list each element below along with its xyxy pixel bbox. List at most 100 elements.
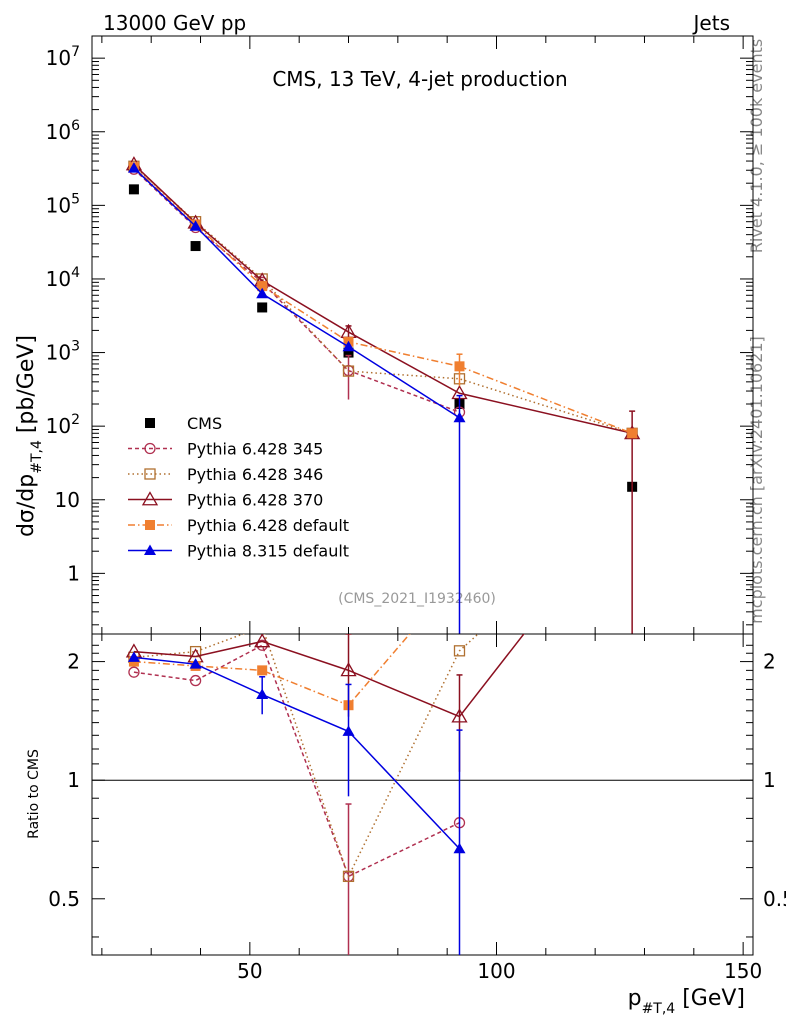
main-point-cms	[257, 302, 268, 313]
ratio-point-pythia-8-315-default	[453, 842, 466, 854]
main-point-pythia-8-315-default	[127, 162, 140, 173]
ratio-line-pythia-6-428-default	[133, 634, 411, 707]
main-point-pythia-6-428-default	[257, 281, 268, 292]
legend-marker-pythia-6-428-default	[145, 520, 155, 530]
y-tick-exp: 3	[71, 339, 80, 355]
legend-label-pythia-6-428-346: Pythia 6.428 346	[187, 465, 323, 484]
legend-marker-pythia-6-428-346	[144, 468, 156, 480]
y-tick-label: 107	[46, 44, 80, 70]
ratio-point-pythia-6-428-345	[128, 666, 140, 678]
y-tick-label: 104	[46, 265, 80, 291]
ratio-line-pythia-6-428-370	[133, 634, 525, 718]
legend-marker-pythia-6-428-370	[141, 491, 159, 506]
ratio-point-pythia-6-428-345	[256, 639, 268, 651]
ratio-point-pythia-6-428-default	[257, 665, 268, 676]
ratio-frame	[91, 633, 754, 956]
main-point-cms	[343, 347, 354, 358]
legend-label-cms: CMS	[187, 414, 222, 433]
ratio-point-pythia-8-315-default	[127, 651, 140, 662]
legend: CMS Pythia 6.428 345 Pythia 6.428 346 Pythi…	[128, 414, 349, 561]
y-tick-base: 10	[46, 341, 71, 365]
analysis-id: (CMS_2021_I1932460)	[338, 591, 496, 607]
main-point-pythia-8-315-default	[256, 287, 269, 299]
main-line-pythia-6-428-346	[133, 165, 633, 435]
ratio-tick-label-right: 0.5	[763, 887, 786, 911]
legend-label-pythia-8-315-default: Pythia 8.315 default	[187, 542, 349, 561]
ratio-tick-label-right: 1	[763, 768, 776, 792]
x-tick-label: 150	[724, 959, 762, 983]
main-point-pythia-6-428-346	[342, 365, 355, 377]
legend-entry-pythia-8-315-default: Pythia 8.315 default	[128, 542, 349, 561]
y-tick-exp: 2	[71, 412, 80, 428]
ratio-point-pythia-6-428-345	[189, 674, 202, 687]
legend-label-pythia-6-428-370: Pythia 6.428 370	[187, 491, 323, 510]
ratio-point-pythia-6-428-346	[342, 870, 355, 883]
header-left: 13000 GeV pp	[103, 11, 246, 35]
y-tick-base: 10	[46, 120, 71, 144]
y-tick-label: 103	[46, 339, 80, 365]
main-line-pythia-6-428-370	[133, 163, 633, 435]
ratio-point-pythia-6-428-346	[453, 645, 466, 657]
ratio-point-pythia-6-428-370	[451, 708, 468, 723]
x-tick-label: 50	[237, 959, 262, 983]
main-panel: CMS, 13 TeV, 4-jet production (CMS_2021_…	[46, 35, 754, 635]
ratio-tick-label-left: 2	[67, 650, 80, 674]
y-tick-base: 10	[46, 193, 71, 217]
y-tick-base: 10	[46, 46, 71, 70]
legend-entry-pythia-6-428-370: Pythia 6.428 370	[128, 491, 323, 510]
ratio-point-pythia-6-428-370	[340, 662, 357, 677]
side-label-top: Rivet 4.1.0, ≥ 100k events	[747, 39, 766, 253]
y-tick-base: 10	[46, 414, 71, 438]
legend-marker-cms	[145, 418, 155, 428]
y-tick-exp: 5	[71, 191, 80, 207]
y-tick-label: 102	[46, 412, 80, 438]
main-point-pythia-8-315-default	[189, 220, 202, 231]
main-point-cms	[128, 184, 139, 195]
legend-label-pythia-6-428-default: Pythia 6.428 default	[187, 516, 349, 535]
main-point-pythia-6-428-default	[454, 361, 465, 372]
ratio-line-pythia-8-315-default	[133, 656, 461, 850]
y-tick-exp: 7	[71, 44, 80, 60]
legend-label-pythia-6-428-345: Pythia 6.428 345	[187, 440, 323, 459]
y-tick-label: 1	[67, 561, 80, 585]
y-tick-label: 10	[55, 488, 80, 512]
legend-entry-pythia-6-428-346: Pythia 6.428 346	[128, 465, 323, 484]
ratio-point-pythia-6-428-370	[254, 634, 271, 648]
x-tick-label: 100	[477, 959, 515, 983]
x-axis-label: p#T,4 [GeV]	[628, 986, 745, 1017]
legend-marker-pythia-6-428-345	[144, 442, 156, 455]
y-tick-exp: 4	[71, 265, 80, 281]
header-right: Jets	[692, 11, 730, 35]
y-axis-label: dσ/dp#T,4 [pb/GeV]	[14, 335, 45, 537]
ratio-tick-label-left: 1	[67, 768, 80, 792]
ratio-point-pythia-8-315-default	[189, 658, 202, 669]
y-tick-base: 10	[46, 267, 71, 291]
ratio-tick-label-right: 2	[763, 650, 776, 674]
side-label-bottom: mcplots.cern.ch [arXiv:2401.10621]	[747, 336, 766, 624]
main-line-pythia-6-428-345	[133, 168, 460, 413]
chart-title: CMS, 13 TeV, 4-jet production	[272, 67, 567, 91]
ratio-panel: 50 100 150 0.5 0.5 1 1 2 2	[48, 633, 786, 983]
main-line-pythia-6-428-default	[133, 166, 633, 434]
legend-entry-cms: CMS	[145, 414, 222, 433]
main-point-pythia-6-428-default	[627, 428, 638, 439]
ratio-y-label: Ratio to CMS	[26, 749, 42, 839]
main-point-pythia-8-315-default	[342, 340, 355, 352]
main-series	[125, 156, 641, 634]
ratio-series	[125, 634, 525, 955]
legend-entry-pythia-6-428-default: Pythia 6.428 default	[128, 516, 349, 535]
y-tick-label: 106	[46, 118, 80, 144]
legend-marker-pythia-8-315-default	[144, 544, 156, 555]
y-tick-label: 105	[46, 191, 80, 217]
ratio-ticks: 50 100 150 0.5 0.5 1 1 2 2	[48, 634, 786, 983]
main-point-pythia-8-315-default	[453, 411, 466, 423]
main-line-pythia-8-315-default	[133, 167, 460, 419]
y-tick-exp: 6	[71, 118, 80, 134]
ratio-point-pythia-8-315-default	[256, 688, 269, 700]
ratio-tick-label-left: 0.5	[48, 887, 80, 911]
legend-entry-pythia-6-428-345: Pythia 6.428 345	[128, 440, 323, 459]
ratio-point-pythia-8-315-default	[342, 725, 355, 736]
main-point-cms	[190, 241, 201, 252]
